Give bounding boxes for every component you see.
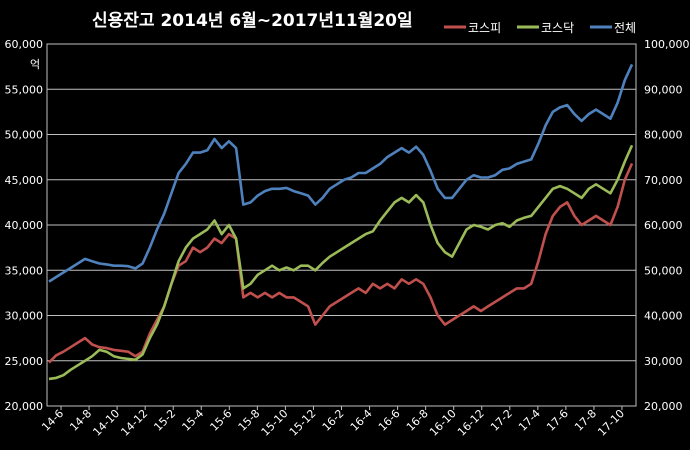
- legend-label: 전체: [614, 21, 636, 35]
- x-tick-label: 15-12: [287, 407, 319, 439]
- left-tick-label: 45,000: [5, 174, 44, 187]
- x-tick-label: 15-4: [180, 407, 207, 434]
- left-tick-label: 60,000: [5, 38, 44, 51]
- right-axis: 20,000 30,000 40,000 50,000 60,000 70,000 80,0…: [644, 38, 690, 413]
- left-tick-label: 25,000: [5, 355, 44, 368]
- x-tick-label: 15-10: [259, 407, 291, 439]
- legend: 코스피 코스닥 전체: [444, 21, 636, 35]
- right-tick-label: 80,000: [644, 129, 683, 142]
- x-tick-label: 16-2: [320, 407, 347, 434]
- series-line: [48, 63, 634, 283]
- left-tick-label: 55,000: [5, 83, 44, 96]
- x-tick-label: 16-6: [376, 407, 403, 434]
- right-tick-label: 100,000: [644, 38, 690, 51]
- right-tick-label: 30,000: [644, 355, 683, 368]
- x-tick-label: 16-4: [348, 407, 375, 434]
- x-tick-label: 16-10: [427, 407, 459, 439]
- x-tick-label: 17-4: [516, 407, 543, 434]
- x-tick-label: 14-6: [39, 407, 66, 434]
- right-tick-label: 40,000: [644, 310, 683, 323]
- legend-label: 코스닥: [541, 21, 574, 35]
- left-tick-label: 50,000: [5, 129, 44, 142]
- right-tick-label: 50,000: [644, 264, 683, 277]
- right-tick-label: 20,000: [644, 400, 683, 413]
- right-tick-label: 90,000: [644, 83, 683, 96]
- left-tick-label: 30,000: [5, 310, 44, 323]
- legend-label: 코스피: [468, 21, 501, 35]
- left-axis: 20,000 25,000 30,000 35,000 40,000 45,000 50,0…: [5, 38, 44, 413]
- x-tick-label: 16-12: [455, 407, 487, 439]
- left-tick-label: 35,000: [5, 264, 44, 277]
- x-tick-label: 15-2: [151, 407, 178, 434]
- x-tick-label: 14-10: [90, 407, 122, 439]
- x-tick-label: 14-12: [118, 407, 150, 439]
- y-unit-label: 억: [30, 58, 40, 71]
- chart-title: 신용잔고 2014년 6월~2017년11월20일: [92, 11, 413, 31]
- series-line: [48, 162, 634, 364]
- right-tick-label: 60,000: [644, 219, 683, 232]
- left-tick-label: 20,000: [5, 400, 44, 413]
- left-tick-label: 40,000: [5, 219, 44, 232]
- series-lines: [48, 63, 634, 381]
- x-tick-label: 17-2: [488, 407, 515, 434]
- x-tick-label: 17-10: [595, 407, 627, 439]
- right-tick-label: 70,000: [644, 174, 683, 187]
- gridlines: [47, 88, 636, 362]
- x-tick-label: 17-6: [544, 407, 571, 434]
- x-tick-label: 15-6: [208, 407, 235, 434]
- series-line: [48, 144, 634, 381]
